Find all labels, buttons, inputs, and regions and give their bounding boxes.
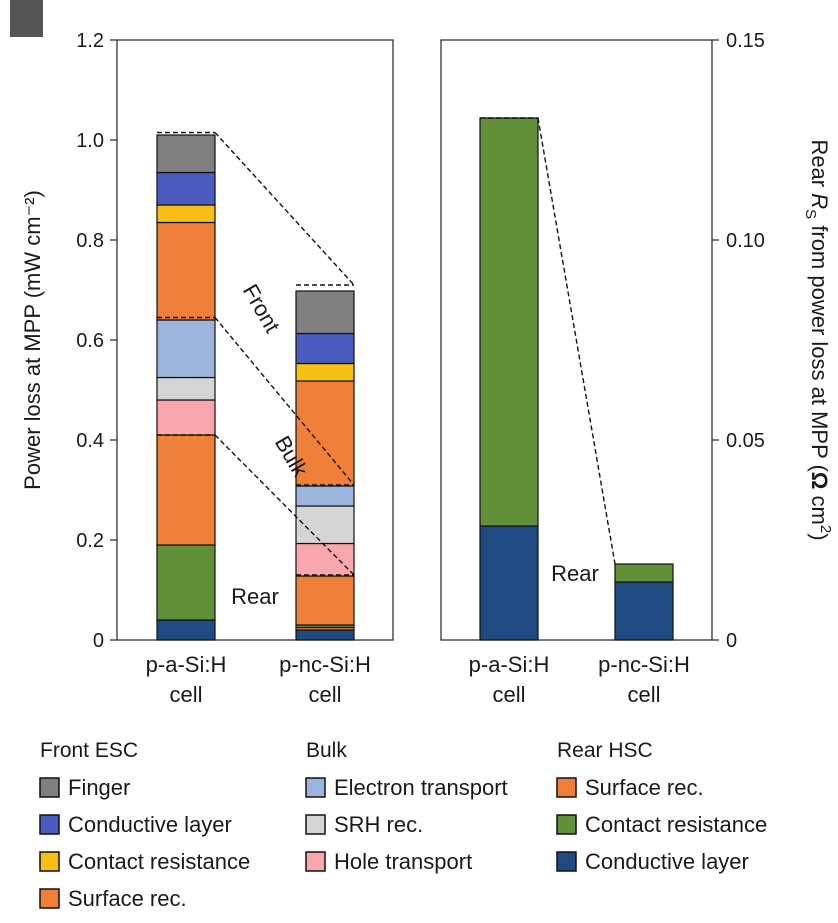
legend-swatch: [39, 814, 60, 835]
bar-segment: [156, 544, 216, 621]
category-label: p-nc-Si:H: [279, 652, 371, 677]
category-label: cell: [492, 682, 525, 707]
legend-item-label: Contact resistance: [68, 849, 250, 874]
right-y-tick-label: 0.15: [726, 30, 765, 52]
legend-swatch: [556, 814, 577, 835]
category-label: cell: [169, 682, 202, 707]
legend-item-label: Contact resistance: [585, 812, 767, 837]
legend-swatch: [39, 777, 60, 798]
legend-swatch: [39, 851, 60, 872]
right-y-tick-label: 0: [726, 630, 737, 652]
legend-item-label: Finger: [68, 775, 130, 800]
left-connectors: [157, 131, 355, 576]
bar-segment: [295, 290, 355, 335]
bar-segment: [479, 117, 539, 527]
legend-swatch: [556, 851, 577, 872]
right-y-ticks: 0 0.05 0.10 0.15: [712, 30, 765, 652]
category-label: p-a-Si:H: [469, 652, 550, 677]
legend: Front ESC Finger Conductive layer Contact r…: [39, 739, 767, 911]
left-y-tick-label: 0: [93, 630, 104, 652]
legend-group-title: Front ESC: [40, 739, 138, 762]
front-annotation: Front: [238, 280, 285, 337]
legend-swatch: [305, 814, 326, 835]
left-y-axis-label: Power loss at MPP (mW cm⁻²): [20, 190, 45, 490]
rs-label-sub: S: [802, 209, 819, 219]
legend-item-label: Surface rec.: [68, 886, 187, 911]
rs-label-omega: Ω: [807, 472, 832, 490]
power-loss-panel: 0 0.2 0.4 0.6 0.8 1.0 1.2 p-a-Si:H cell p-nc-Si:…: [20, 30, 394, 707]
bar-segment: [156, 319, 216, 379]
left-y-tick-label: 0.8: [76, 230, 104, 252]
bar-segment: [156, 376, 216, 401]
legend-item-label: SRH rec.: [334, 812, 423, 837]
left-y-axis-label-text: Power loss at MPP (mW cm⁻²): [20, 190, 45, 490]
right-y-tick-label: 0.05: [726, 430, 765, 452]
bar-segment: [156, 221, 216, 321]
category-label: cell: [627, 682, 660, 707]
category-label: p-a-Si:H: [146, 652, 227, 677]
rs-label-sup: 2: [817, 525, 834, 533]
rear-annotation-left: Rear: [231, 584, 279, 609]
bar-segment: [295, 332, 355, 365]
bar-segment: [156, 434, 216, 546]
legend-group-title: Bulk: [306, 739, 347, 762]
connector-line: [214, 434, 355, 576]
category-label: p-nc-Si:H: [598, 652, 690, 677]
legend-swatch: [39, 888, 60, 909]
right-plot-frame: [440, 39, 713, 641]
rs-label-close: ): [807, 533, 832, 540]
bar-segment: [156, 204, 216, 224]
legend-item-label: Hole transport: [334, 849, 472, 874]
left-y-ticks: 0 0.2 0.4 0.6 0.8 1.0 1.2: [76, 30, 117, 652]
legend-item-label: Conductive layer: [68, 812, 232, 837]
legend-item-label: Conductive layer: [585, 849, 749, 874]
bar-segment: [479, 525, 539, 641]
right-connectors: [480, 117, 616, 565]
bar-segment: [295, 505, 355, 545]
bar-segment: [614, 563, 674, 583]
rs-label-cm: cm: [807, 489, 832, 524]
right-bars: [479, 117, 674, 641]
rs-label-post: from power loss at MPP (: [807, 219, 832, 472]
legend-item-label: Surface rec.: [585, 775, 704, 800]
right-y-axis-label: Rear RS from power loss at MPP (Ω cm2): [802, 139, 834, 540]
connector-line: [214, 317, 355, 486]
bar-segment: [156, 171, 216, 206]
legend-swatch: [305, 851, 326, 872]
left-bars: [156, 134, 355, 641]
bar-segment: [295, 380, 355, 487]
bar-segment: [156, 134, 216, 174]
legend-item-label: Electron transport: [334, 775, 508, 800]
left-y-tick-label: 1.2: [76, 30, 104, 52]
left-category-labels: p-a-Si:H cell p-nc-Si:H cell: [146, 652, 371, 707]
left-y-tick-label: 1.0: [76, 130, 104, 152]
left-y-tick-label: 0.2: [76, 530, 104, 552]
bar-segment: [295, 542, 355, 577]
rs-label-pre: Rear: [807, 139, 832, 193]
bar-segment: [614, 581, 674, 641]
left-y-tick-label: 0.6: [76, 330, 104, 352]
legend-group-title: Rear HSC: [557, 739, 653, 762]
right-y-tick-label: 0.10: [726, 230, 765, 252]
category-label: cell: [308, 682, 341, 707]
left-y-tick-label: 0.4: [76, 430, 104, 452]
bar-segment: [156, 399, 216, 436]
connector-line: [214, 132, 355, 286]
bar-segment: [295, 629, 355, 641]
bar-segment: [295, 575, 355, 626]
bar-segment: [156, 619, 216, 641]
rs-label-r: R: [807, 193, 832, 209]
panel-label-box: [10, 0, 43, 37]
bar-segment: [295, 362, 355, 382]
bar-segment: [295, 485, 355, 507]
rear-rs-panel: 00.050.100.15 p-a-Si:Hcellp-nc-Si:Hcell …: [440, 30, 834, 707]
legend-swatch: [556, 777, 577, 798]
legend-swatch: [305, 777, 326, 798]
connector-line: [537, 117, 616, 565]
right-category-labels: p-a-Si:H cell p-nc-Si:H cell: [469, 652, 690, 707]
rear-annotation-right: Rear: [551, 561, 599, 586]
